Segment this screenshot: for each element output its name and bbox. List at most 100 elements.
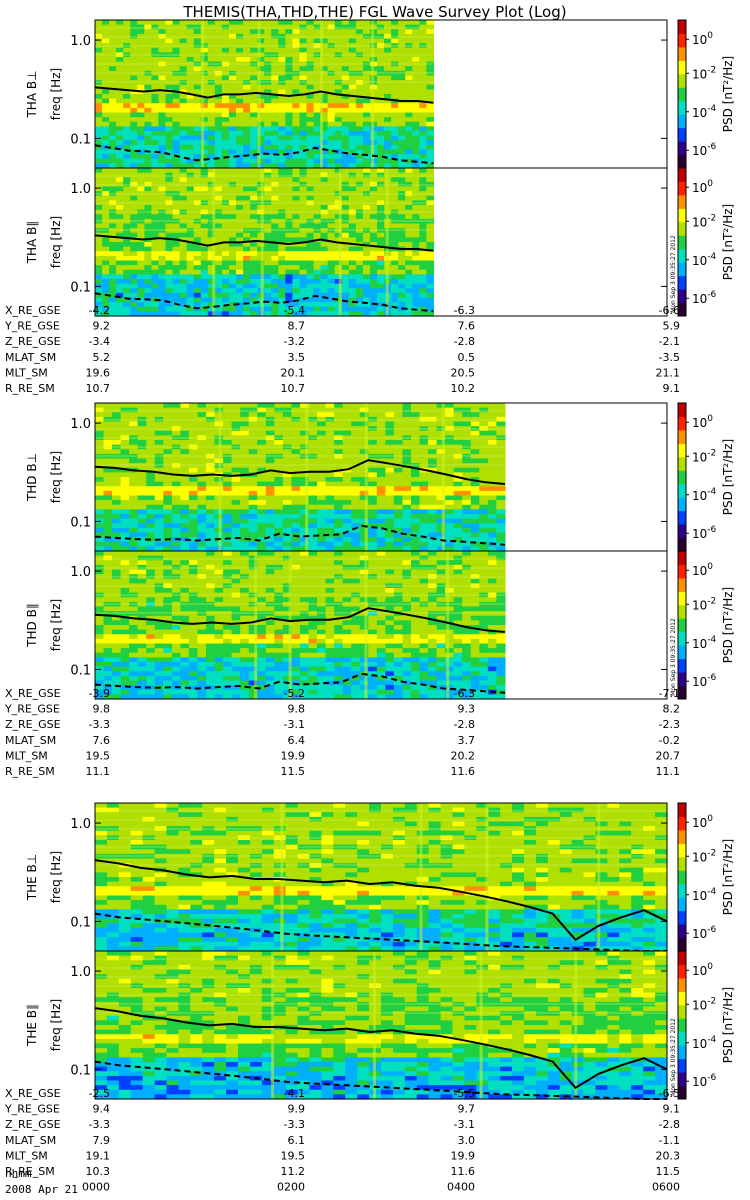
spectrogram-cell — [144, 306, 152, 312]
spectrogram-cell — [193, 75, 202, 81]
spectrogram-cell — [188, 463, 199, 469]
spectrogram-cell — [146, 477, 156, 483]
spectrogram-cell — [221, 158, 230, 164]
spectrogram-cell — [308, 495, 318, 501]
spectrogram-cell — [151, 47, 160, 53]
spectrogram-cell — [130, 20, 138, 26]
spectrogram-cell — [103, 467, 113, 473]
spectrogram-cell — [228, 163, 237, 169]
spectrogram-cell — [479, 403, 489, 409]
spectrogram-cell — [228, 47, 237, 53]
spectrogram-cell — [144, 269, 152, 275]
spectrogram-cell — [137, 500, 147, 506]
spectrogram-cell — [179, 112, 188, 118]
cyclotron-frequency-line — [94, 86, 434, 104]
spectrogram-cell — [129, 551, 139, 557]
spectrogram-cell — [112, 578, 122, 584]
spectrogram-cell — [188, 532, 199, 538]
spectrogram-cell — [172, 98, 181, 104]
spectrogram-cell — [109, 66, 117, 72]
spectrogram-cell — [299, 500, 310, 506]
spectrogram-cell — [243, 149, 251, 155]
spectrogram-cell — [146, 467, 156, 473]
spectrogram-cell — [291, 407, 301, 413]
spectrogram-cell — [292, 265, 301, 271]
spectrogram-cell — [402, 518, 412, 524]
spectrogram-cell — [228, 168, 237, 174]
spectrogram-cell — [231, 481, 241, 487]
spectrogram-cell — [112, 666, 122, 672]
spectrogram-cell — [306, 75, 315, 81]
spectrogram-cell — [479, 523, 489, 529]
spectrogram-cell — [359, 407, 369, 413]
spectrogram-cell — [351, 472, 361, 478]
spectrogram-cell — [306, 154, 315, 160]
spectrogram-cell — [158, 163, 167, 169]
spectrogram-cell — [265, 495, 275, 501]
spectrogram-cell — [292, 255, 301, 262]
spectrogram-cell — [313, 195, 322, 201]
spectrogram-cell — [306, 255, 315, 262]
spectrogram-cell — [151, 94, 160, 100]
spectrogram-cell — [426, 66, 435, 72]
spectrogram-cell — [348, 214, 357, 220]
spectrogram-cell — [186, 246, 195, 252]
spectrogram-cell — [137, 242, 145, 248]
spectrogram-cell — [325, 467, 335, 473]
spectrogram-cell — [206, 486, 216, 492]
spectrogram-cell — [165, 237, 174, 243]
spectrogram-cell — [137, 107, 145, 114]
spectrogram-cell — [165, 269, 174, 275]
spectrogram-cell — [116, 20, 124, 26]
spectrogram-cell — [116, 98, 124, 104]
spectrogram-cell — [109, 246, 117, 252]
spectrogram-cell — [243, 228, 251, 234]
spectrogram-cell — [398, 75, 406, 81]
spectrogram-cell — [391, 172, 399, 178]
spectrogram-cell — [221, 255, 230, 262]
spectrogram-cell — [282, 403, 293, 409]
spectrogram-cell — [271, 75, 279, 81]
panel-frame — [94, 167, 668, 317]
spectrogram-cell — [123, 237, 131, 243]
spectrogram-cell — [391, 292, 399, 299]
spectrogram-cell — [320, 214, 329, 220]
spectrogram-cell — [419, 403, 429, 409]
spectrogram-cell — [137, 232, 145, 238]
spectrogram-cell — [428, 458, 438, 464]
spectrogram-cell — [362, 131, 371, 137]
spectrogram-cell — [334, 537, 344, 543]
spectrogram-cell — [123, 107, 131, 114]
spectrogram-cell — [341, 80, 350, 86]
spectrogram-cell — [285, 306, 294, 312]
spectrogram-cell — [306, 283, 315, 289]
spectrogram-cell — [264, 255, 272, 262]
spectrogram-cell — [362, 98, 371, 104]
y-axis-label: freq [Hz] — [49, 68, 63, 120]
spectrogram-cell — [200, 75, 209, 81]
spectrogram-cell — [172, 228, 181, 234]
spectrogram-cell — [265, 490, 275, 497]
spectrogram-cell — [163, 504, 173, 510]
spectrogram-cell — [197, 541, 207, 547]
spectrogram-cell — [112, 490, 122, 497]
spectrogram-cell — [306, 168, 315, 174]
ephemeris-value: 5.2 — [93, 351, 111, 364]
spectrogram-cell — [291, 523, 301, 529]
spectrogram-cell — [240, 537, 250, 543]
ephemeris-value: 20.1 — [281, 366, 306, 379]
spectrogram-cell — [207, 283, 216, 289]
spectrogram-cell — [327, 75, 336, 81]
spectrogram-cell — [384, 57, 392, 63]
spectrogram-cell — [419, 214, 427, 220]
spectrogram-cell — [405, 112, 413, 118]
spectrogram-cell — [341, 177, 350, 183]
spectrogram-cell — [362, 117, 371, 123]
spectrogram-cell — [313, 154, 322, 160]
spectrogram-cell — [341, 89, 350, 95]
spectrogram-cell — [172, 163, 181, 169]
spectrogram-cell — [257, 481, 267, 487]
spectrogram-cell — [165, 283, 174, 289]
spectrogram-cell — [123, 24, 131, 30]
spectrogram-cell — [308, 430, 318, 436]
